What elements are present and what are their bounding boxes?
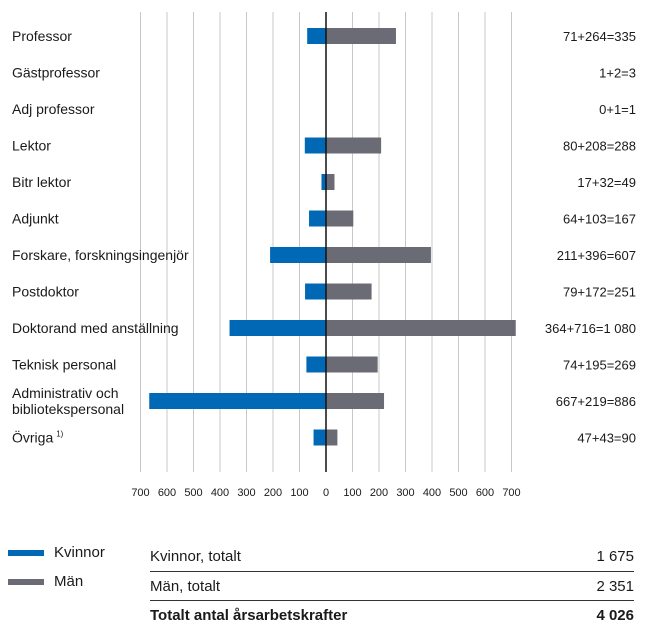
legend-item-men: Män — [8, 573, 83, 590]
totals-total-value: 4 026 — [596, 607, 634, 624]
bar-men — [326, 320, 516, 336]
x-tick-label: 300 — [237, 487, 255, 499]
category-label: Adjunkt — [12, 211, 59, 227]
category-label: Doktorand med anställning — [12, 320, 179, 336]
bar-men — [326, 174, 334, 190]
bar-women — [307, 28, 326, 44]
bar-men — [326, 357, 378, 373]
bars — [149, 28, 515, 446]
sum-label: 71+264=335 — [563, 29, 636, 44]
sum-label: 364+716=1 080 — [545, 321, 636, 336]
totals-men-value: 2 351 — [596, 578, 634, 595]
bar-men — [326, 138, 381, 154]
category-label: Forskare, forskningsingenjör — [12, 247, 189, 263]
x-tick-label: 700 — [502, 487, 520, 499]
bar-women — [305, 284, 326, 300]
sum-label: 667+219=886 — [556, 394, 636, 409]
category-label: Teknisk personal — [12, 357, 116, 373]
bar-men — [326, 393, 384, 409]
totals-women-value: 1 675 — [596, 548, 634, 565]
bar-women — [306, 357, 326, 373]
x-tick-label: 100 — [343, 487, 361, 499]
sum-label: 1+2=3 — [599, 66, 636, 81]
x-tick-label: 100 — [290, 487, 308, 499]
category-label: Gästprofessor — [12, 65, 100, 81]
bar-men — [326, 284, 372, 300]
bar-men — [326, 430, 337, 446]
bar-men — [326, 211, 353, 227]
x-tick-label: 500 — [449, 487, 467, 499]
bar-women — [314, 430, 326, 446]
category-label: Bitr lektor — [12, 174, 71, 190]
sum-label: 64+103=167 — [563, 212, 636, 227]
totals-total-label: Totalt antal årsarbetskrafter — [150, 607, 347, 624]
category-labels: Professor Gästprofessor Adj professor Lekto… — [12, 28, 189, 446]
legend-swatch-women — [8, 550, 44, 556]
legend-label-women: Kvinnor — [54, 544, 105, 561]
bar-women — [230, 320, 326, 336]
legend-item-women: Kvinnor — [8, 544, 105, 561]
x-tick-label: 200 — [264, 487, 282, 499]
totals-women-label: Kvinnor, totalt — [150, 548, 241, 565]
sum-label: 0+1=1 — [599, 102, 636, 117]
totals-divider-2 — [150, 600, 634, 601]
x-axis-ticks: 700 600 500 400 300 200 100 0 100 200 300 400 500 600… — [131, 487, 520, 499]
totals-divider-1 — [150, 571, 634, 572]
x-tick-label: 600 — [158, 487, 176, 499]
sum-label: 47+43=90 — [577, 431, 636, 446]
category-label: Postdoktor — [12, 284, 79, 300]
totals-men-label: Män, totalt — [150, 578, 220, 595]
sum-label: 79+172=251 — [563, 285, 636, 300]
bar-women — [270, 247, 326, 263]
legend-label-men: Män — [54, 573, 83, 590]
bar-women — [149, 393, 326, 409]
totals-row-total: Totalt antal årsarbetskrafter 4 026 — [150, 603, 634, 627]
sum-label: 74+195=269 — [563, 358, 636, 373]
sum-label: 17+32=49 — [577, 175, 636, 190]
category-label: Professor — [12, 28, 72, 44]
sum-label: 211+396=607 — [557, 248, 636, 263]
bar-men — [326, 28, 396, 44]
x-tick-label: 500 — [184, 487, 202, 499]
bar-chart: Professor Gästprofessor Adj professor Lekto… — [0, 0, 646, 510]
category-label: Adj professor — [12, 101, 95, 117]
sum-label: 80+208=288 — [563, 139, 636, 154]
totals-row-women: Kvinnor, totalt 1 675 — [150, 544, 634, 568]
category-label: Lektor — [12, 138, 51, 154]
x-tick-label: 400 — [211, 487, 229, 499]
bar-men — [326, 247, 431, 263]
x-tick-label: 400 — [423, 487, 441, 499]
bar-women — [305, 138, 326, 154]
x-tick-label: 0 — [323, 487, 329, 499]
x-tick-label: 600 — [476, 487, 494, 499]
legend-swatch-men — [8, 579, 44, 585]
totals-row-men: Män, totalt 2 351 — [150, 574, 634, 598]
x-tick-label: 200 — [370, 487, 388, 499]
x-tick-label: 700 — [131, 487, 149, 499]
x-tick-label: 300 — [396, 487, 414, 499]
bar-women — [309, 211, 326, 227]
sum-labels: 71+264=335 1+2=3 0+1=1 80+208=288 17+32=49 64… — [545, 29, 636, 446]
